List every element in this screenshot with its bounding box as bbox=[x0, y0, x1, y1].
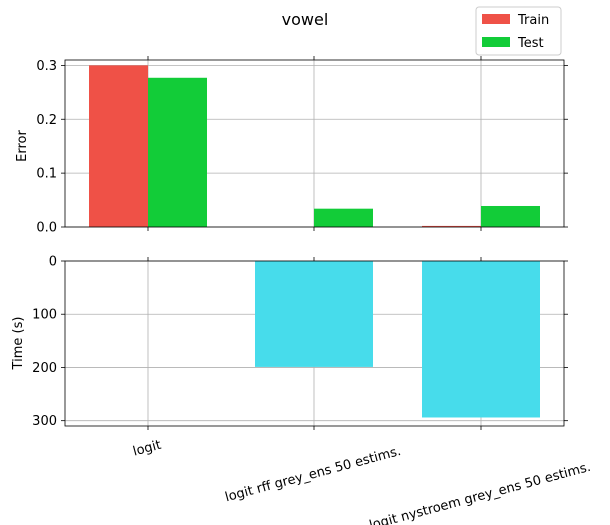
bar bbox=[255, 261, 373, 367]
y-tick-label: 0.2 bbox=[36, 113, 57, 128]
legend-swatch-test bbox=[482, 37, 510, 47]
bar bbox=[481, 205, 540, 227]
time-axis-label: Time (s) bbox=[11, 317, 26, 371]
y-tick-label: 100 bbox=[32, 308, 57, 323]
bar bbox=[422, 225, 481, 227]
y-tick-label: 300 bbox=[32, 414, 57, 429]
legend: Train Test bbox=[475, 6, 562, 56]
x-tick-label: logit bbox=[131, 438, 162, 460]
legend-label-test: Test bbox=[517, 36, 544, 51]
legend-label-train: Train bbox=[517, 13, 549, 28]
y-tick-label: 0 bbox=[49, 255, 57, 270]
x-tick-label: logit nystroem grey_ens 50 estims. bbox=[368, 460, 593, 525]
bar bbox=[314, 208, 373, 227]
axes-frame bbox=[64, 59, 565, 228]
bar bbox=[89, 65, 148, 227]
y-tick-label: 0.3 bbox=[36, 59, 57, 74]
legend-swatch-train bbox=[482, 14, 510, 24]
bar bbox=[422, 261, 540, 418]
y-tick-label: 0.1 bbox=[36, 167, 57, 182]
chart-title: vowel bbox=[282, 10, 329, 29]
y-tick-label: 200 bbox=[32, 361, 57, 376]
bar bbox=[148, 77, 207, 227]
y-tick-label: 0.0 bbox=[36, 221, 57, 236]
error-axis-label: Error bbox=[15, 130, 30, 162]
axes-frame bbox=[64, 260, 565, 427]
x-tick-label: logit rff grey_ens 50 estims. bbox=[224, 444, 403, 505]
